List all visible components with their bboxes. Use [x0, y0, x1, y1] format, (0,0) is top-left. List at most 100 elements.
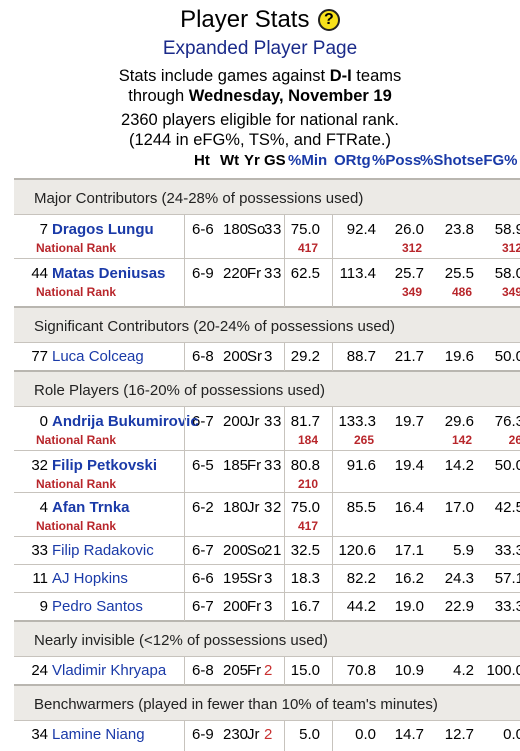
table-row: 44 6-9 220 Fr 3 3 62.5 113.4 25.7 25.5 58.0 Matas D… — [14, 258, 520, 307]
column-divider — [184, 593, 185, 621]
cell-min: 80.8 — [290, 457, 320, 474]
col-gs[interactable]: GS — [264, 152, 286, 169]
section-role: Role Players (16-20% of possessions used… — [14, 370, 520, 406]
cell-shots: 14.2 — [444, 457, 474, 474]
cell-poss: 19.0 — [394, 598, 424, 615]
cell-yr: So — [247, 542, 266, 559]
player-name-link[interactable]: Andrija Bukumirovic — [52, 413, 199, 430]
cell-num: 4 — [39, 499, 48, 516]
column-divider — [284, 565, 285, 593]
column-divider — [184, 343, 185, 371]
cell-efg: 57.1 — [494, 570, 520, 587]
cell-wt: 200 — [223, 348, 249, 365]
cell-g: 3 — [264, 499, 273, 516]
player-name-link[interactable]: Dragos Lungu — [52, 221, 154, 238]
cell-ortg: 91.6 — [346, 457, 376, 474]
cell-g: 3 — [264, 348, 273, 365]
cell-min: 15.0 — [290, 662, 320, 679]
column-divider — [284, 593, 285, 621]
national-rank-label: National Rank — [36, 241, 117, 255]
page-title: Player Stats — [180, 6, 310, 33]
player-name-link[interactable]: AJ Hopkins — [52, 570, 128, 587]
cell-g: 2 — [264, 726, 273, 743]
cell-min: 16.7 — [290, 598, 320, 615]
cell-yr: Jr — [247, 499, 260, 516]
column-divider — [284, 343, 285, 371]
section-invisible: Nearly invisible (<12% of possessions us… — [14, 620, 520, 656]
cell-wt: 200 — [223, 542, 249, 559]
info-block-1: Stats include games against D-I teams th… — [0, 66, 520, 106]
cell-ht: 6-6 — [192, 570, 214, 587]
cell-shots: 22.9 — [444, 598, 474, 615]
player-name-link[interactable]: Vladimir Khryapa — [52, 662, 167, 679]
cell-poss: 10.9 — [394, 662, 424, 679]
national-rank-label: National Rank — [36, 285, 117, 299]
col-ortg[interactable]: ORtg — [334, 152, 371, 169]
column-divider — [184, 215, 185, 259]
column-divider — [184, 657, 185, 685]
cell-efg: 58.0 — [494, 265, 520, 282]
cell-ortg: 0.0 — [355, 726, 376, 743]
col-wt[interactable]: Wt — [220, 152, 240, 169]
info-line-2-bold: Wednesday, November 19 — [188, 87, 392, 105]
column-divider — [332, 451, 333, 493]
cell-g: 3 — [264, 457, 273, 474]
cell-efg: 50.0 — [494, 457, 520, 474]
cell-gs: 3 — [273, 457, 282, 474]
cell-wt: 205 — [223, 662, 249, 679]
col-ht[interactable]: Ht — [194, 152, 210, 169]
cell-shots: 24.3 — [444, 570, 474, 587]
cell-wt: 200 — [223, 413, 249, 430]
cell-ht: 6-9 — [192, 265, 214, 282]
cell-wt: 230 — [223, 726, 249, 743]
cell-poss: 16.2 — [394, 570, 424, 587]
cell-poss: 17.1 — [394, 542, 424, 559]
col-poss[interactable]: %Poss — [372, 152, 422, 169]
cell-gs: 2 — [273, 499, 282, 516]
column-divider — [332, 537, 333, 565]
col-shots[interactable]: %Shots — [420, 152, 476, 169]
cell-shots: 19.6 — [444, 348, 474, 365]
rank-min: 210 — [297, 477, 318, 491]
player-name-link[interactable]: Pedro Santos — [52, 598, 143, 615]
player-name-link[interactable]: Filip Petkovski — [52, 457, 158, 474]
col-efg[interactable]: eFG% — [475, 152, 518, 169]
info-line-1: Stats include games against D-I teams — [0, 66, 520, 86]
player-name-link[interactable]: Filip Radakovic — [52, 542, 154, 559]
player-name-link[interactable]: Lamine Niang — [52, 726, 145, 743]
rank-shots: 142 — [451, 433, 472, 447]
cell-num: 0 — [39, 413, 48, 430]
page-subtitle: Expanded Player Page — [162, 38, 358, 59]
cell-gs: 3 — [273, 265, 282, 282]
cell-ht: 6-7 — [192, 598, 214, 615]
info-line-1-post: teams — [351, 67, 402, 85]
table-row: 24 6-8 205 Fr 2 15.0 70.8 10.9 4.2 100.0 Vladimir … — [14, 656, 520, 685]
info-line-4: (1244 in eFG%, TS%, and FTRate.) — [129, 131, 391, 149]
national-rank-label: National Rank — [36, 477, 117, 491]
cell-g: 3 — [264, 413, 273, 430]
help-icon[interactable]: ? — [317, 9, 340, 31]
cell-min: 75.0 — [290, 221, 320, 238]
cell-yr: Sr — [247, 348, 262, 365]
cell-num: 7 — [39, 221, 48, 238]
col-min[interactable]: %Min — [288, 152, 328, 169]
player-name-link[interactable]: Afan Trnka — [52, 499, 130, 516]
cell-ortg: 44.2 — [346, 598, 376, 615]
column-divider — [284, 537, 285, 565]
player-name-link[interactable]: Matas Deniusas — [52, 265, 166, 282]
cell-gs: 1 — [273, 542, 282, 559]
cell-g: 2 — [264, 662, 273, 679]
cell-poss: 19.4 — [394, 457, 424, 474]
player-name-link[interactable]: Luca Colceag — [52, 348, 144, 365]
col-yr[interactable]: Yr — [244, 152, 260, 169]
cell-wt: 180 — [223, 499, 249, 516]
title-row: Player Stats ? — [0, 6, 520, 34]
info-line-2: through Wednesday, November 19 — [0, 86, 520, 106]
cell-ortg: 120.6 — [338, 542, 376, 559]
cell-yr: Jr — [247, 413, 260, 430]
cell-min: 62.5 — [290, 265, 320, 282]
cell-ht: 6-2 — [192, 499, 214, 516]
cell-efg: 33.3 — [494, 542, 520, 559]
column-divider — [332, 565, 333, 593]
table-row: 4 6-2 180 Jr 3 2 75.0 85.5 16.4 17.0 42.5 Afan Trnk… — [14, 492, 520, 537]
